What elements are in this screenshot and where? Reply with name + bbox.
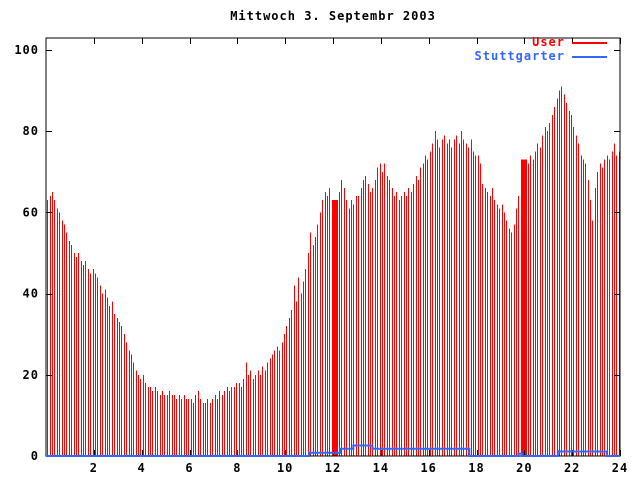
y-tick-label: 80 — [23, 124, 39, 138]
y-tick-label: 100 — [14, 43, 39, 57]
x-tick-label: 10 — [277, 461, 293, 475]
legend: User Stuttgarter — [475, 36, 607, 63]
legend-entry-user: User — [532, 36, 607, 49]
legend-label-stuttgarter: Stuttgarter — [474, 49, 565, 63]
x-tick-label: 4 — [138, 461, 146, 475]
legend-line-sample-user — [572, 41, 607, 44]
legend-label-user: User — [532, 35, 565, 49]
y-tick-label: 20 — [23, 368, 39, 382]
y-tick-label: 40 — [23, 287, 39, 301]
x-tick-label: 22 — [564, 461, 580, 475]
y-tick-label: 60 — [23, 205, 39, 219]
legend-entry-stuttgarter: Stuttgarter — [475, 50, 607, 63]
stuttgarter-step-line — [46, 444, 620, 457]
x-tick-label: 16 — [420, 461, 436, 475]
x-tick-label: 6 — [185, 461, 193, 475]
x-tick-label: 24 — [612, 461, 628, 475]
x-tick-label: 2 — [90, 461, 98, 475]
x-tick-label: 12 — [325, 461, 341, 475]
legend-line-sample-stuttgarter — [572, 55, 607, 58]
user-dense-spans — [331, 159, 528, 456]
y-tick-label: 0 — [31, 449, 39, 463]
x-tick-label: 8 — [233, 461, 241, 475]
x-tick-label: 18 — [468, 461, 484, 475]
x-tick-label: 14 — [373, 461, 389, 475]
x-tick-label: 20 — [516, 461, 532, 475]
chart-title: Mittwoch 3. Septembr 2003 — [230, 9, 436, 23]
